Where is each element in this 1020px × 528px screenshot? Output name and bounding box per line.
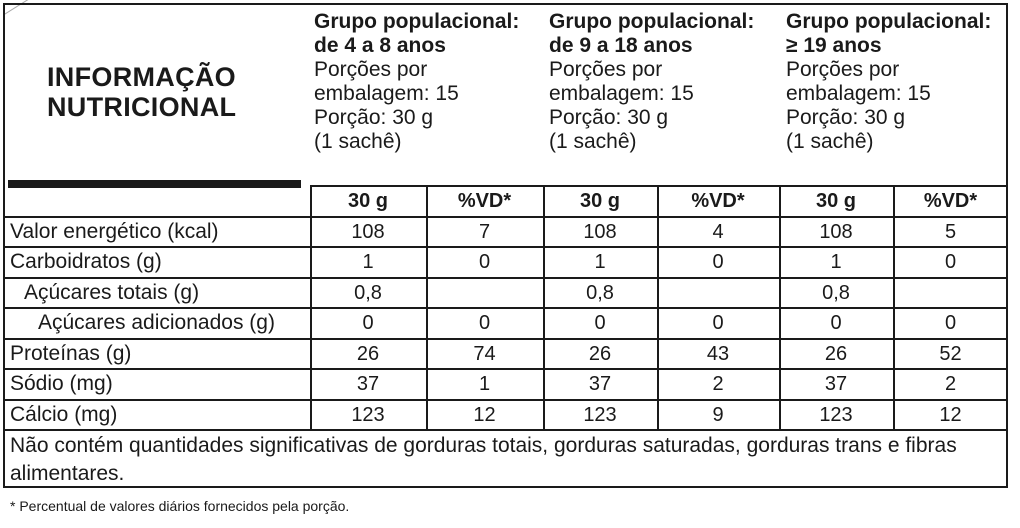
group-header-2: Grupo populacional: de 9 a 18 anos Porçõ… [549, 10, 779, 154]
nutrient-value: 37 [824, 373, 848, 395]
nutrient-value: 2 [712, 373, 724, 395]
portions-per-pack-value: embalagem: 15 [314, 82, 459, 105]
portion-size: Porção: 30 g [549, 106, 669, 129]
grid-line-col [657, 185, 659, 429]
nutrient-value: 0,8 [586, 282, 614, 304]
nutrient-value: 1 [478, 373, 491, 395]
nutrient-value: 37 [356, 373, 380, 395]
grid-line-row [5, 246, 1008, 248]
grid-line-row [5, 338, 1008, 340]
nutrient-label: Proteínas (g) [10, 342, 132, 365]
nutrient-value: 9 [712, 404, 724, 426]
title-line-2: NUTRICIONAL [47, 92, 237, 122]
column-header-amount: 30 g [815, 190, 857, 212]
nutrient-label: Açúcares totais (g) [24, 281, 200, 304]
group-age-range: ≥ 19 anos [786, 34, 882, 57]
portion-size: Porção: 30 g [786, 106, 906, 129]
grid-line-row [5, 399, 1008, 401]
column-header-vd: %VD* [691, 190, 745, 212]
nutrient-value: 0 [944, 251, 957, 273]
nutrient-value: 12 [939, 404, 962, 426]
nutrient-value: 37 [588, 373, 612, 395]
nutrient-label: Açúcares adicionados (g) [38, 311, 275, 334]
portion-size: Porção: 30 g [314, 106, 434, 129]
nutrient-value: 1 [362, 251, 374, 273]
nutrient-value: 1 [594, 251, 606, 273]
portion-unit: (1 sachê) [549, 130, 637, 153]
group-title: Grupo populacional: [786, 10, 992, 33]
nutrient-value: 0,8 [822, 282, 850, 304]
nutrient-label: Carboidratos (g) [10, 250, 162, 273]
nutrient-value: 0 [830, 312, 842, 334]
nutrient-value: 0 [478, 312, 491, 334]
grid-line-row [5, 307, 1008, 309]
nutrient-value: 108 [819, 221, 853, 243]
grid-line-row [5, 429, 1008, 431]
group-age-range: de 9 a 18 anos [549, 34, 693, 57]
group-header-3: Grupo populacional: ≥ 19 anos Porções po… [786, 10, 1016, 154]
group-header-1: Grupo populacional: de 4 a 8 anos Porçõe… [314, 10, 544, 154]
nutrient-value: 108 [351, 221, 385, 243]
nutrition-table-frame [3, 3, 1008, 488]
nutrient-value: 0,8 [354, 282, 382, 304]
group-title: Grupo populacional: [314, 10, 520, 33]
footer-note: Não contém quantidades significativas de… [10, 434, 957, 485]
column-header-amount: 30 g [579, 190, 621, 212]
nutrient-value: 74 [473, 343, 496, 365]
column-header-vd: %VD* [457, 190, 512, 212]
nutrient-value: 2 [944, 373, 957, 395]
nutrient-value: 108 [583, 221, 617, 243]
nutrient-value: 123 [819, 404, 853, 426]
nutrient-value: 0 [712, 312, 724, 334]
grid-line-col [893, 185, 895, 429]
nutrient-value: 123 [351, 404, 385, 426]
grid-line-row [5, 368, 1008, 370]
grid-line-col [426, 185, 428, 429]
nutrient-value: 26 [588, 343, 612, 365]
nutrient-value: 0 [478, 251, 491, 273]
nutrient-value: 0 [594, 312, 606, 334]
portions-per-pack: Porções por [549, 58, 663, 81]
grid-line-col [310, 185, 312, 429]
portion-unit: (1 sachê) [314, 130, 402, 153]
nutrient-value: 12 [473, 404, 496, 426]
group-title: Grupo populacional: [549, 10, 755, 33]
nutrient-value: 0 [944, 312, 957, 334]
grid-line-header-top [310, 185, 1008, 187]
nutrient-value: 5 [944, 221, 957, 243]
portions-per-pack: Porções por [786, 58, 900, 81]
portions-per-pack: Porções por [314, 58, 428, 81]
table-title: INFORMAÇÃO NUTRICIONAL [47, 62, 287, 122]
nutrient-value: 0 [712, 251, 724, 273]
nutrient-value: 1 [830, 251, 842, 273]
nutrient-label: Valor energético (kcal) [10, 220, 219, 243]
group-age-range: de 4 a 8 anos [314, 34, 446, 57]
nutrient-value: 26 [824, 343, 848, 365]
nutrient-value: 43 [706, 343, 730, 365]
nutrient-label: Cálcio (mg) [10, 403, 118, 426]
nutrient-value: 26 [356, 343, 380, 365]
nutrient-value: 7 [478, 221, 491, 243]
grid-line-col [779, 185, 781, 429]
grid-line-col [543, 185, 545, 429]
nutrient-value: 4 [712, 221, 724, 243]
nutrient-value: 52 [939, 343, 962, 365]
portions-per-pack-value: embalagem: 15 [786, 82, 931, 105]
column-header-vd: %VD* [923, 190, 978, 212]
grid-line-row [5, 216, 1008, 218]
nutrient-label: Sódio (mg) [10, 372, 113, 395]
grid-line-row [5, 277, 1008, 279]
portions-per-pack-value: embalagem: 15 [549, 82, 694, 105]
column-header-amount: 30 g [347, 190, 389, 212]
footnote: * Percentual de valores diários fornecid… [10, 498, 350, 514]
title-line-1: INFORMAÇÃO [47, 62, 236, 92]
nutrient-value: 123 [583, 404, 617, 426]
title-underline-bar [8, 180, 301, 188]
nutrient-value: 0 [362, 312, 374, 334]
portion-unit: (1 sachê) [786, 130, 874, 153]
